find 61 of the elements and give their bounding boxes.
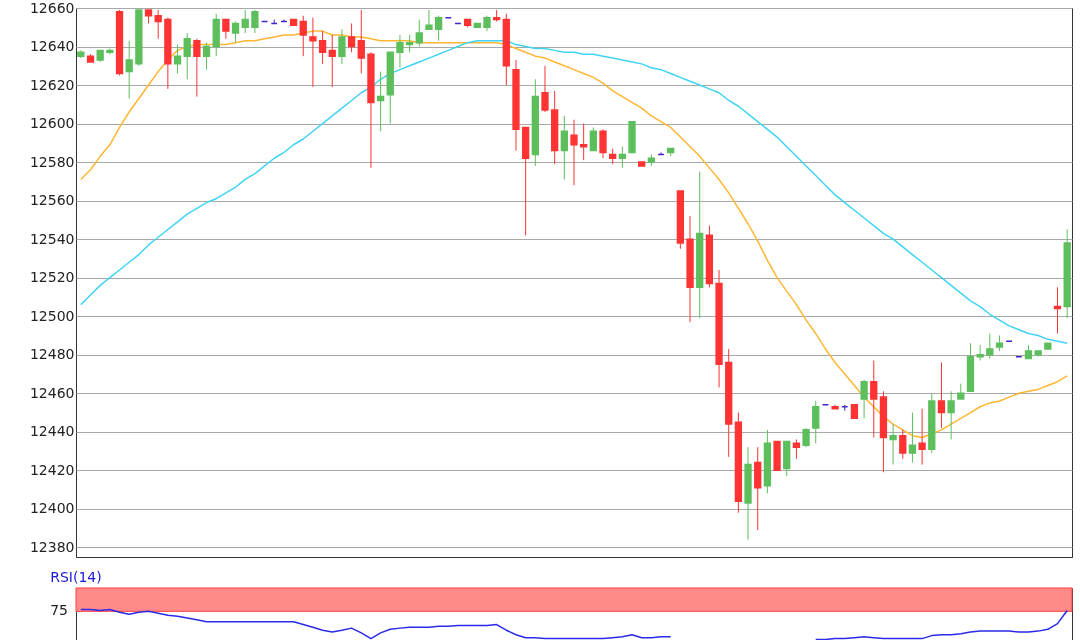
- candlestick: [241, 9, 249, 34]
- y-tick-label: 12440: [29, 423, 75, 440]
- y-tick-label: 12640: [29, 38, 75, 55]
- candlestick: [231, 20, 240, 44]
- candlestick: [792, 438, 801, 460]
- candlestick: [193, 38, 201, 98]
- candlestick: [937, 361, 946, 429]
- candlestick: [347, 22, 356, 53]
- candlestick: [251, 9, 259, 34]
- candlestick: [425, 9, 433, 30]
- candlestick: [1053, 286, 1062, 335]
- candlestick: [183, 32, 191, 80]
- y-tick-label: 12400: [29, 500, 75, 517]
- candlestick: [560, 115, 568, 180]
- y-tick-label: 12500: [29, 307, 75, 324]
- band-label: 75: [50, 602, 68, 619]
- candlestick: [986, 333, 994, 360]
- candlestick: [976, 344, 984, 362]
- y-tick-label: 12580: [29, 153, 75, 170]
- candlestick: [299, 15, 307, 57]
- candlestick: [396, 34, 404, 69]
- candlestick: [415, 19, 423, 48]
- line-series: [80, 40, 1068, 344]
- candlestick: [222, 18, 230, 40]
- candlestick: [328, 34, 336, 88]
- candlestick: [357, 9, 365, 74]
- candlestick: [870, 360, 878, 439]
- candlestick: [338, 28, 346, 65]
- candlestick: [812, 400, 820, 444]
- candlestick: [202, 42, 211, 71]
- candlestick: [541, 65, 549, 113]
- candlestick: [309, 17, 317, 88]
- y-tick-label: 12620: [29, 76, 75, 93]
- candlestick: [947, 390, 955, 440]
- candlestick: [173, 44, 182, 74]
- candlestick: [599, 128, 607, 159]
- candlestick: [434, 15, 443, 42]
- candlestick: [580, 123, 588, 161]
- y-tick-label: 12520: [29, 269, 75, 286]
- candlestick: [570, 119, 578, 186]
- candlestick: [376, 71, 385, 132]
- y-tick-label: 12600: [29, 115, 75, 132]
- y-tick-label: 12660: [29, 0, 75, 16]
- y-tick-label: 12560: [29, 192, 75, 209]
- y-tick-label: 12480: [29, 346, 75, 363]
- candlestick: [860, 379, 868, 419]
- y-tick-label: 12540: [29, 230, 75, 247]
- candlestick: [908, 412, 917, 464]
- chart-title: RSI(14): [50, 568, 102, 585]
- y-tick-label: 12420: [29, 461, 75, 478]
- candlestick: [618, 146, 626, 169]
- candlestick: [154, 9, 162, 40]
- candlestick: [889, 423, 897, 466]
- candlestick: [318, 30, 327, 65]
- candlestick: [125, 40, 133, 100]
- y-tick-label: 12460: [29, 384, 75, 401]
- candlestick: [589, 126, 597, 152]
- candlestick: [802, 427, 810, 448]
- y-tick-label: 12380: [29, 538, 75, 555]
- candlestick: [918, 408, 926, 466]
- candlestick: [899, 429, 907, 460]
